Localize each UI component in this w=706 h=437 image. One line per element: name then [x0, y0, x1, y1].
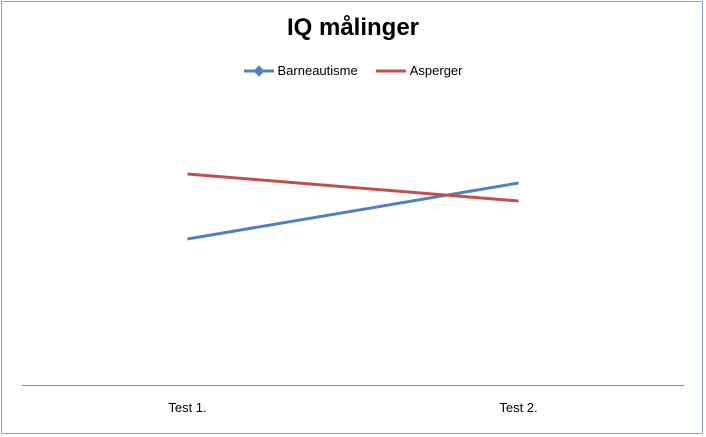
- series-line-barneautisme: [187, 181, 519, 241]
- chart-legend: Barneautisme Asperger: [0, 63, 706, 78]
- legend-item-asperger: Asperger: [375, 63, 463, 78]
- x-tick-label-1: Test 1.: [168, 400, 206, 415]
- x-tick-labels: Test 1. Test 2.: [168, 400, 537, 415]
- series-layer: [187, 172, 519, 241]
- series-line-asperger: [187, 172, 519, 203]
- legend-swatch-asperger: [375, 69, 406, 72]
- chart-title: IQ målinger: [286, 14, 420, 41]
- legend-item-barneautisme: Barneautisme: [243, 63, 358, 78]
- x-tick-label-2: Test 2.: [499, 400, 537, 415]
- legend-label-barneautisme: Barneautisme: [277, 63, 358, 78]
- legend-swatch-barneautisme: [243, 64, 274, 77]
- legend-label-asperger: Asperger: [409, 63, 463, 78]
